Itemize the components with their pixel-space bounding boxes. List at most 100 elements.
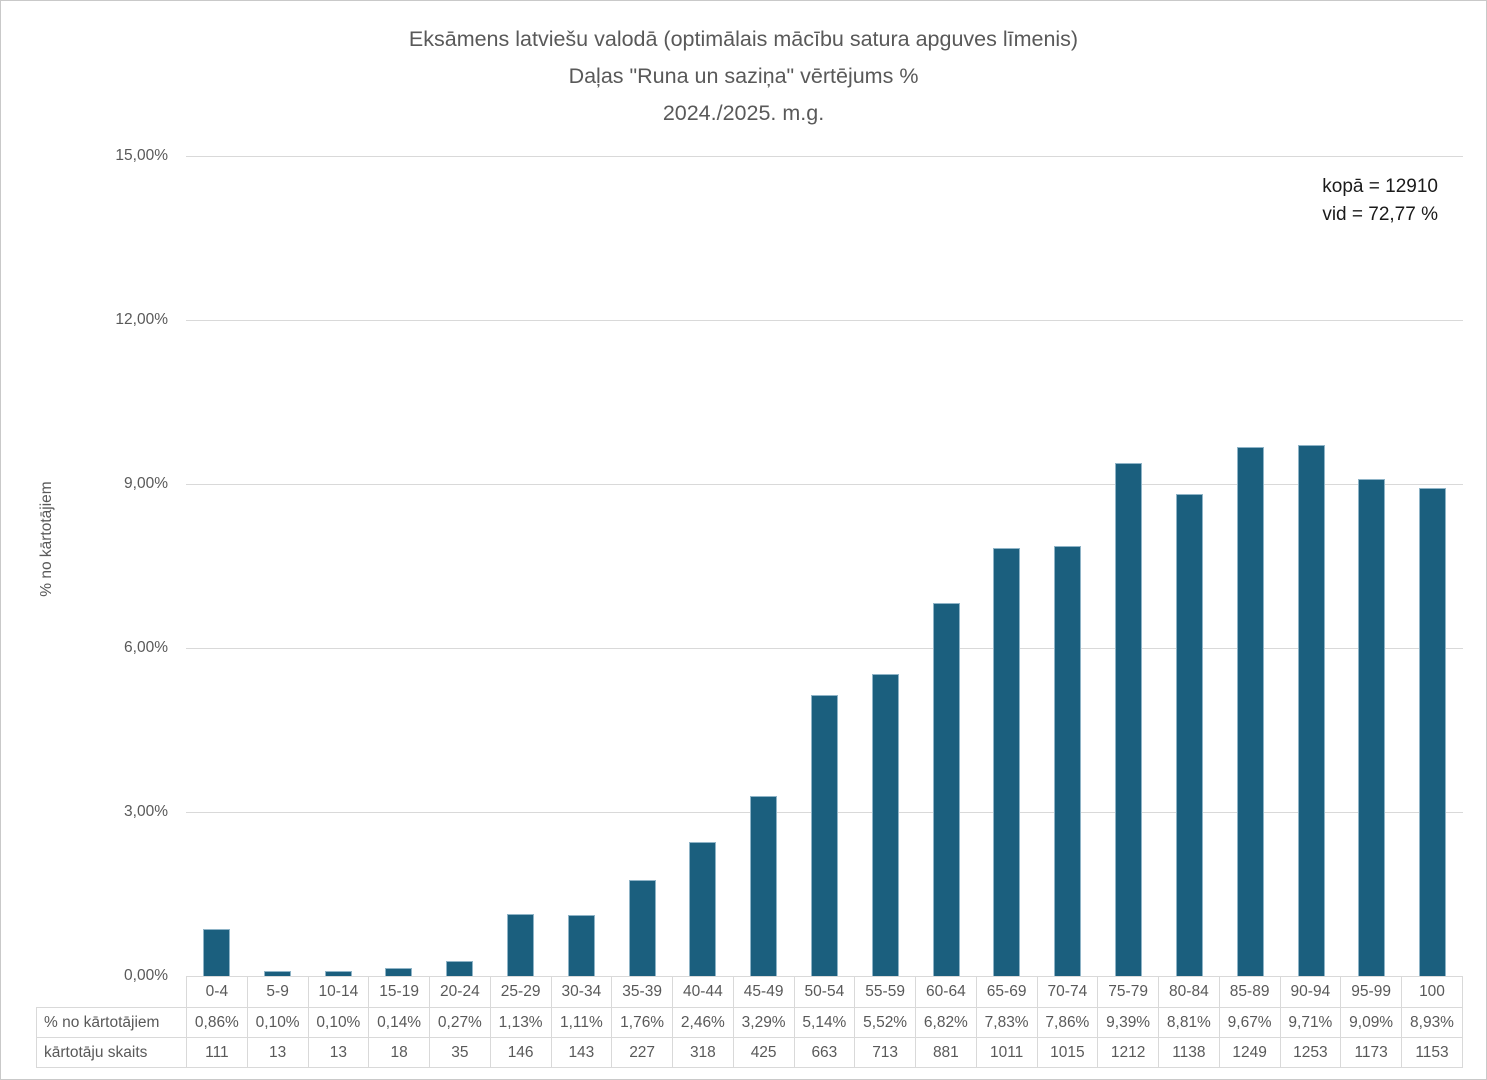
bar-column-55-59 <box>855 156 916 976</box>
percent-cell: 0,27% <box>429 1007 491 1038</box>
bar-25-29 <box>506 914 534 976</box>
chart-title-line-3: 2024./2025. m.g. <box>662 101 825 125</box>
bar-column-5-9 <box>247 156 308 976</box>
average-value-label: vid = 72,77 % <box>1322 204 1438 225</box>
bar-70-74 <box>1054 546 1082 976</box>
category-header-cell: 45-49 <box>732 976 795 1008</box>
y-tick-label: 3,00% <box>124 803 168 820</box>
bar-column-90-94 <box>1281 156 1342 976</box>
category-header-cell: 30-34 <box>550 976 613 1008</box>
bar-column-0-4 <box>186 156 247 976</box>
count-cell: 1212 <box>1097 1037 1159 1068</box>
bar-40-44 <box>689 841 717 976</box>
bar-column-40-44 <box>673 156 734 976</box>
bar-column-65-69 <box>977 156 1038 976</box>
percent-row: % no kārtotājiem 0,86% 0,10% 0,10% 0,14% 0,2… <box>36 1007 1463 1038</box>
count-cell: 1153 <box>1401 1037 1463 1068</box>
percent-cell: 2,46% <box>672 1007 734 1038</box>
category-header-cell: 65-69 <box>975 976 1038 1008</box>
chart-title: Eksāmens latviešu valodā (optimālais māc… <box>1 21 1486 132</box>
bar-100 <box>1419 487 1447 976</box>
bar-45-49 <box>750 796 778 976</box>
percent-row-label: % no kārtotājiem <box>36 1007 187 1038</box>
bar-column-95-99 <box>1341 156 1402 976</box>
category-header-cell: 55-59 <box>854 976 916 1008</box>
plot-area <box>186 156 1463 976</box>
category-header-cell: 95-99 <box>1340 976 1402 1008</box>
count-cell: 1253 <box>1279 1037 1342 1068</box>
category-header-row: 0-4 5-9 10-14 15-19 20-24 25-29 30-34 35-39 40-4… <box>36 976 1463 1008</box>
category-header-cell: 60-64 <box>915 976 977 1008</box>
percent-cell: 5,14% <box>793 1007 856 1038</box>
count-cell: 881 <box>915 1037 977 1068</box>
y-tick-label: 9,00% <box>124 475 168 492</box>
count-cell: 713 <box>854 1037 916 1068</box>
data-table: 0-4 5-9 10-14 15-19 20-24 25-29 30-34 35-39 40-4… <box>36 976 1463 1068</box>
percent-cell: 0,14% <box>368 1007 430 1038</box>
total-count-label: kopā = 12910 <box>1322 176 1438 197</box>
bar-column-85-89 <box>1220 156 1281 976</box>
bar-column-70-74 <box>1037 156 1098 976</box>
category-header-cell: 70-74 <box>1036 976 1099 1008</box>
chart-title-line-1: Eksāmens latviešu valodā (optimālais māc… <box>408 27 1079 51</box>
bar-column-80-84 <box>1159 156 1220 976</box>
bar-column-10-14 <box>308 156 369 976</box>
bar-column-75-79 <box>1098 156 1159 976</box>
count-cell: 146 <box>489 1037 552 1068</box>
category-header-cell: 25-29 <box>489 976 552 1008</box>
bar-60-64 <box>932 603 960 976</box>
percent-cell: 0,10% <box>307 1007 370 1038</box>
category-header-cell: 15-19 <box>368 976 430 1008</box>
bar-column-100 <box>1402 156 1463 976</box>
percent-cell: 1,11% <box>550 1007 613 1038</box>
percent-cell: 9,67% <box>1218 1007 1281 1038</box>
bar-80-84 <box>1175 494 1203 976</box>
count-cell: 1011 <box>975 1037 1038 1068</box>
bar-column-20-24 <box>429 156 490 976</box>
category-header-cell: 5-9 <box>246 976 309 1008</box>
chart-annotation: kopā = 12910 vid = 72,77 % <box>1322 173 1438 229</box>
bar-15-19 <box>385 968 413 976</box>
y-tick-label: 12,00% <box>115 311 168 328</box>
count-cell: 13 <box>307 1037 370 1068</box>
category-header-cell: 80-84 <box>1158 976 1220 1008</box>
bar-column-30-34 <box>551 156 612 976</box>
count-cell: 35 <box>429 1037 491 1068</box>
percent-cell: 1,13% <box>489 1007 552 1038</box>
category-header-cell: 90-94 <box>1279 976 1342 1008</box>
count-cell: 663 <box>793 1037 856 1068</box>
bar-0-4 <box>202 929 230 976</box>
bar-90-94 <box>1297 445 1325 976</box>
bar-85-89 <box>1236 447 1264 976</box>
bar-55-59 <box>871 674 899 976</box>
percent-cell: 5,52% <box>854 1007 916 1038</box>
count-cell: 425 <box>732 1037 795 1068</box>
percent-cell: 6,82% <box>915 1007 977 1038</box>
bar-35-39 <box>628 879 656 976</box>
percent-cell: 8,93% <box>1401 1007 1463 1038</box>
count-row: kārtotāju skaits 111 13 13 18 35 146 143 227 318… <box>36 1037 1463 1068</box>
percent-cell: 0,10% <box>246 1007 309 1038</box>
count-cell: 1173 <box>1340 1037 1402 1068</box>
count-cell: 13 <box>246 1037 309 1068</box>
table-corner-cell <box>36 976 187 1008</box>
percent-cell: 9,39% <box>1097 1007 1159 1038</box>
percent-cell: 3,29% <box>732 1007 795 1038</box>
y-tick-label: 15,00% <box>115 147 168 164</box>
percent-cell: 7,83% <box>975 1007 1038 1038</box>
count-row-label: kārtotāju skaits <box>36 1037 187 1068</box>
count-cell: 1138 <box>1158 1037 1220 1068</box>
category-header-cell: 0-4 <box>186 976 248 1008</box>
count-cell: 227 <box>611 1037 673 1068</box>
percent-cell: 9,71% <box>1279 1007 1342 1038</box>
bar-50-54 <box>811 695 839 976</box>
bar-20-24 <box>446 961 474 976</box>
count-cell: 1249 <box>1218 1037 1281 1068</box>
category-header-cell: 75-79 <box>1097 976 1159 1008</box>
bar-10-14 <box>324 970 352 976</box>
count-cell: 111 <box>186 1037 248 1068</box>
percent-cell: 9,09% <box>1340 1007 1402 1038</box>
bar-65-69 <box>993 547 1021 976</box>
category-header-cell: 85-89 <box>1218 976 1281 1008</box>
chart-title-line-2: Daļas "Runa un saziņa" vērtējums % <box>568 64 919 88</box>
